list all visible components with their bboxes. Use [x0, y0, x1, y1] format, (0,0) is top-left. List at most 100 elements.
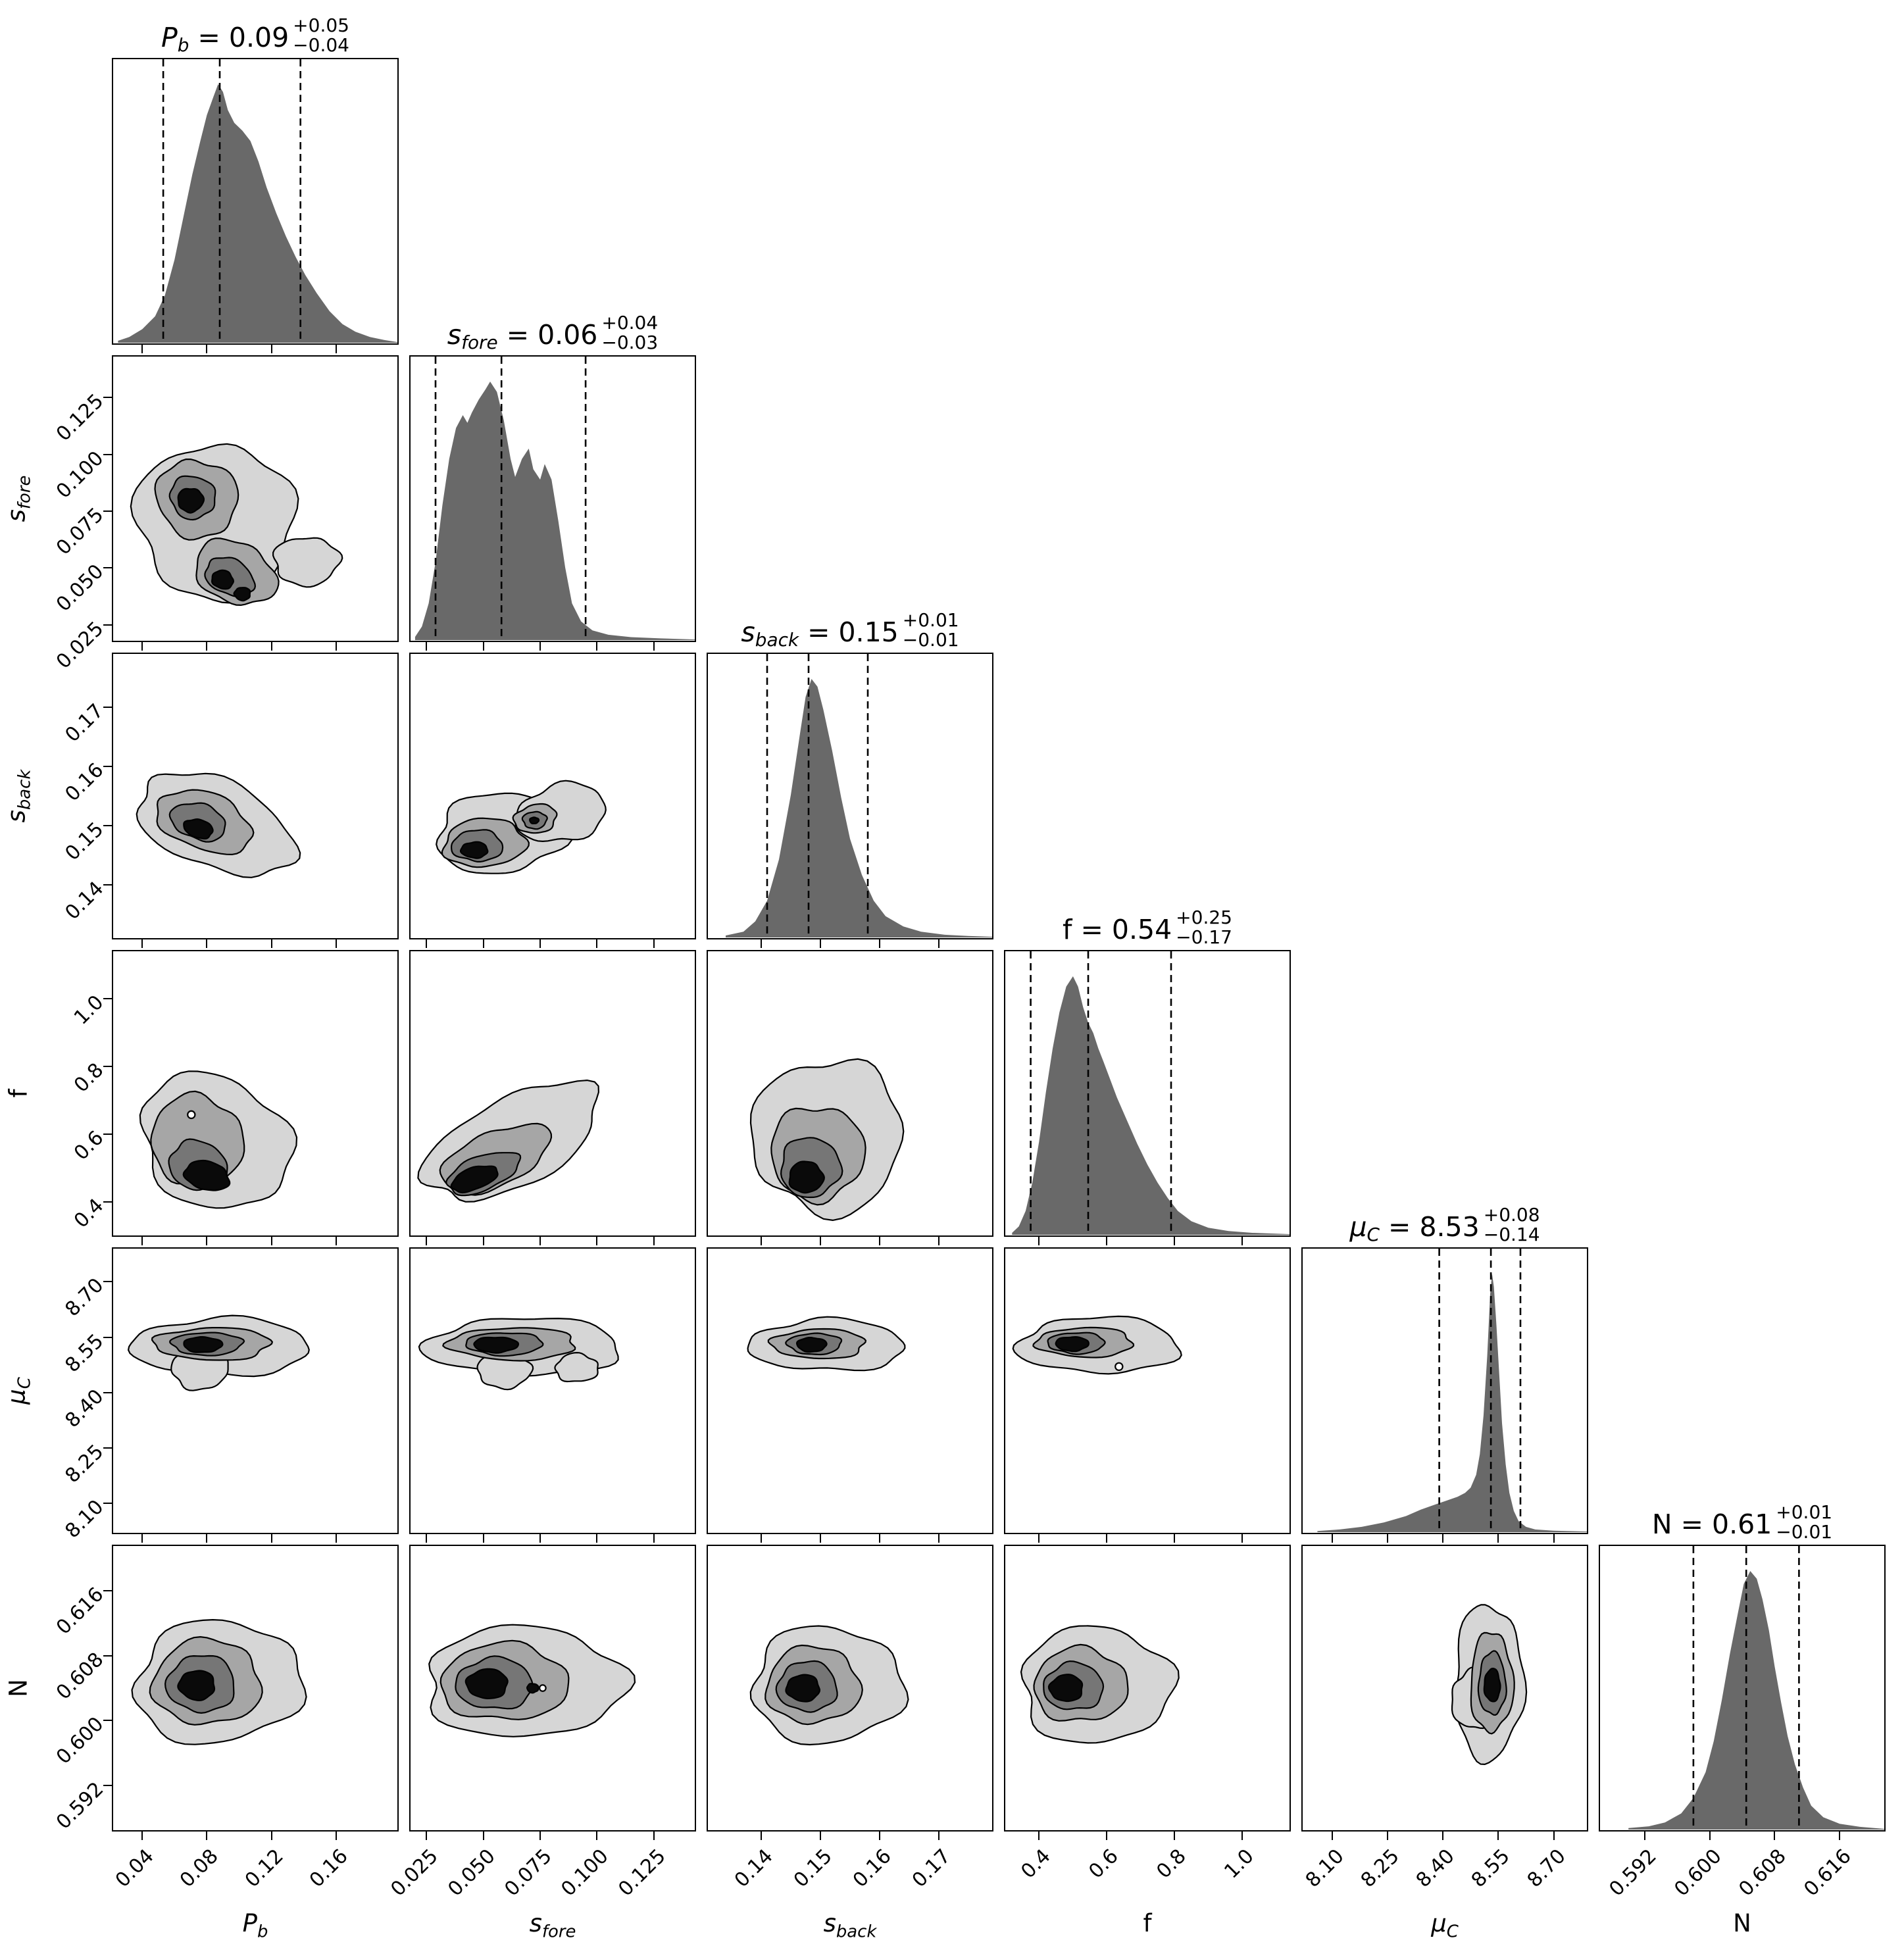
density-curve	[1628, 1571, 1884, 1830]
x-tick-mark	[539, 1237, 541, 1245]
y-tick-mark	[103, 766, 112, 767]
contour-panel-mu_C-vs-s_back	[707, 1247, 993, 1534]
hist-panel-s_fore	[409, 355, 696, 642]
panel-title-P_b: Pb = 0.09 +0.05 −0.04	[161, 14, 349, 56]
x-tick-mark	[1643, 1832, 1645, 1840]
y-tick-mark	[103, 1391, 112, 1393]
x-tick-mark	[335, 1832, 337, 1840]
x-tick-mark	[1038, 1832, 1040, 1840]
x-tick-mark	[1497, 1832, 1499, 1840]
y-tick-mark	[103, 397, 112, 399]
x-tick-mark	[141, 345, 143, 353]
x-tick-mark	[335, 939, 337, 948]
contour-panel-N-vs-s_fore	[409, 1545, 696, 1832]
x-tick-mark	[335, 1534, 337, 1543]
x-tick-mark	[1442, 1534, 1444, 1543]
x-axis-title-f: f	[1143, 1909, 1152, 1937]
x-tick-mark	[879, 1832, 880, 1840]
contour-level-3	[177, 1670, 216, 1702]
x-tick-mark	[539, 642, 541, 651]
x-tick-mark	[206, 1237, 208, 1245]
x-tick-label: 0.4	[1016, 1845, 1056, 1883]
x-tick-mark	[938, 1237, 939, 1245]
x-tick-mark	[653, 642, 655, 651]
x-axis-title-s_fore: sfore	[529, 1909, 576, 1942]
panel-title-s_back: sback = 0.15 +0.01 −0.01	[741, 609, 959, 651]
panel-title-s_fore: sfore = 0.06 +0.04 −0.03	[447, 311, 659, 353]
density-curve	[726, 679, 992, 937]
x-tick-mark	[1106, 1832, 1108, 1840]
contour-panel-mu_C-vs-f	[1004, 1247, 1291, 1534]
x-tick-mark	[482, 1534, 484, 1543]
y-tick-mark	[103, 825, 112, 826]
x-tick-mark	[1174, 1237, 1176, 1245]
y-tick-mark	[103, 1201, 112, 1203]
contour-panel-N-vs-s_back	[707, 1545, 993, 1832]
x-tick-mark	[596, 1832, 598, 1840]
x-tick-mark	[1331, 1534, 1333, 1543]
contour-level-3	[233, 587, 251, 602]
y-tick-mark	[103, 453, 112, 455]
x-tick-mark	[820, 1534, 821, 1543]
x-tick-mark	[426, 939, 428, 948]
x-tick-mark	[761, 939, 762, 948]
x-tick-mark	[653, 1832, 655, 1840]
x-tick-mark	[335, 642, 337, 651]
density-curve	[414, 382, 695, 640]
contour-level-3	[182, 1159, 231, 1191]
y-tick-mark	[103, 707, 112, 708]
x-tick-mark	[761, 1237, 762, 1245]
x-tick-mark	[938, 1534, 939, 1543]
contour-level-3	[785, 1674, 821, 1703]
y-tick-mark	[103, 1655, 112, 1657]
x-tick-mark	[206, 642, 208, 651]
x-tick-mark	[426, 1832, 428, 1840]
x-tick-mark	[1241, 1832, 1243, 1840]
y-tick-mark	[103, 624, 112, 626]
x-tick-mark	[539, 939, 541, 948]
y-axis-title-s_fore: sfore	[2, 475, 35, 522]
x-tick-mark	[270, 642, 272, 651]
y-tick-mark	[103, 884, 112, 885]
x-tick-mark	[761, 1534, 762, 1543]
x-axis-title-N: N	[1733, 1909, 1751, 1937]
x-tick-mark	[1774, 1832, 1776, 1840]
x-tick-mark	[1106, 1237, 1108, 1245]
x-tick-mark	[335, 345, 337, 353]
y-tick-mark	[103, 998, 112, 999]
x-tick-mark	[270, 345, 272, 353]
contour-ring-0	[539, 1684, 547, 1692]
density-curve	[1317, 1274, 1587, 1532]
x-tick-mark	[1839, 1832, 1841, 1840]
x-tick-mark	[879, 1534, 880, 1543]
hist-panel-P_b	[112, 58, 399, 345]
contour-panel-f-vs-s_back	[707, 950, 993, 1237]
hist-panel-mu_C	[1301, 1247, 1588, 1534]
x-tick-mark	[270, 1534, 272, 1543]
x-tick-mark	[820, 1832, 821, 1840]
density-curve	[118, 84, 397, 343]
x-axis-title-mu_C: μC	[1431, 1909, 1459, 1942]
x-tick-mark	[539, 1534, 541, 1543]
x-axis-title-s_back: sback	[823, 1909, 877, 1942]
x-tick-mark	[1241, 1237, 1243, 1245]
x-tick-mark	[426, 642, 428, 651]
y-tick-mark	[103, 1065, 112, 1067]
x-tick-mark	[653, 1237, 655, 1245]
x-tick-mark	[141, 1237, 143, 1245]
x-tick-mark	[879, 1237, 880, 1245]
x-tick-mark	[1709, 1832, 1711, 1840]
x-tick-mark	[1497, 1534, 1499, 1543]
x-tick-mark	[1553, 1832, 1555, 1840]
x-tick-mark	[596, 1534, 598, 1543]
x-tick-mark	[820, 1237, 821, 1245]
x-tick-mark	[596, 642, 598, 651]
contour-panel-f-vs-P_b	[112, 950, 399, 1237]
x-tick-label: 1.0	[1220, 1845, 1259, 1883]
x-tick-mark	[938, 1832, 939, 1840]
x-tick-mark	[270, 1832, 272, 1840]
contour-panel-N-vs-f	[1004, 1545, 1291, 1832]
x-tick-mark	[1387, 1832, 1389, 1840]
x-tick-mark	[539, 1832, 541, 1840]
